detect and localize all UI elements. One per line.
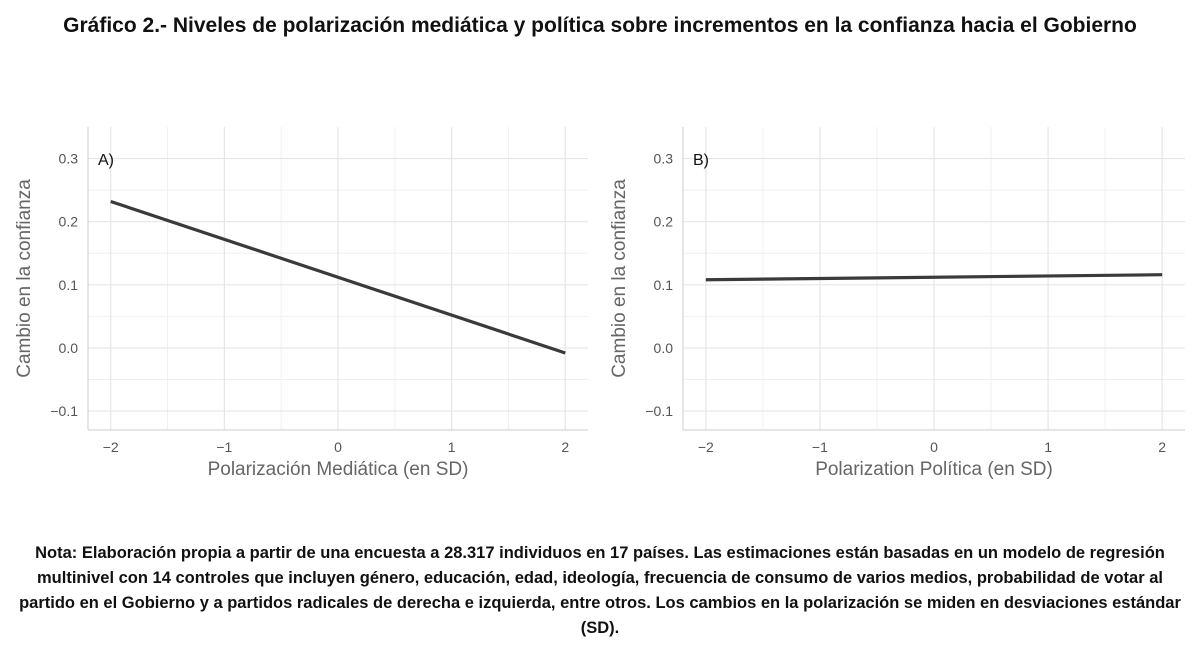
x-tick-label: 2 (1158, 439, 1166, 455)
panel-a: −2 −1 0 1 2 −0.1 0.0 0.1 0.2 0.3 Polarización Medi… (14, 127, 588, 480)
x-tick-label: 1 (1044, 439, 1052, 455)
y-tick-label: 0.3 (654, 151, 674, 167)
figure-note: Nota: Elaboración propia a partir de una… (19, 544, 1181, 637)
panel-label: A) (98, 152, 114, 169)
x-tick-label: −1 (216, 439, 232, 455)
panel-b: −2 −1 0 1 2 −0.1 0.0 0.1 0.2 0.3 Polarization Polí… (609, 127, 1185, 480)
y-tick-label: 0.3 (59, 151, 79, 167)
figure-title: Gráfico 2.- Niveles de polarización medi… (63, 14, 1137, 37)
series-line (705, 273, 1163, 282)
y-tick-label: 0.2 (654, 214, 674, 230)
charts-area: −2 −1 0 1 2 −0.1 0.0 0.1 0.2 0.3 Polarización Medi… (14, 127, 1185, 480)
y-tick-label: 0.2 (59, 214, 79, 230)
x-tick-label: 1 (448, 439, 456, 455)
y-tick-label: −0.1 (50, 403, 78, 419)
x-tick-label: −2 (103, 439, 119, 455)
y-tick-label: 0.0 (654, 340, 674, 356)
x-axis-label: Polarization Política (en SD) (815, 459, 1053, 480)
x-tick-label: −1 (812, 439, 828, 455)
y-tick-label: −0.1 (645, 403, 673, 419)
panel-label: B) (693, 152, 709, 169)
y-tick-label: 0.0 (59, 340, 79, 356)
x-tick-label: 2 (561, 439, 569, 455)
x-tick-label: 0 (334, 439, 342, 455)
x-axis-label: Polarización Mediática (en SD) (208, 459, 469, 480)
y-tick-label: 0.1 (59, 277, 79, 293)
y-tick-label: 0.1 (654, 277, 674, 293)
series-line (110, 199, 566, 355)
x-tick-label: 0 (930, 439, 938, 455)
x-tick-label: −2 (698, 439, 714, 455)
y-axis-label: Cambio en la confianza (609, 179, 630, 378)
y-axis-label: Cambio en la confianza (14, 179, 35, 378)
